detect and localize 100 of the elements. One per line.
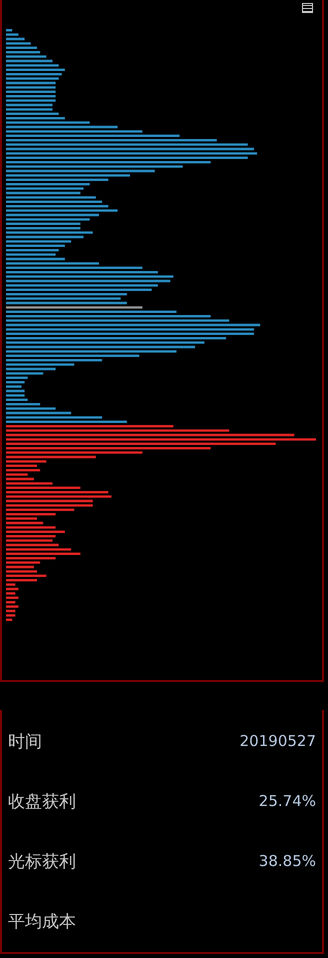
bar [6, 486, 80, 490]
bar [6, 420, 127, 424]
bar [6, 222, 80, 226]
bar [6, 490, 108, 494]
bar [6, 310, 176, 314]
bar [6, 64, 59, 67]
bar [6, 592, 16, 595]
bar [6, 200, 102, 204]
bar [6, 614, 16, 617]
bar [6, 152, 258, 155]
bar [6, 416, 102, 419]
bar [6, 112, 59, 116]
bar [6, 72, 62, 76]
bar [6, 253, 56, 256]
bar [6, 512, 56, 516]
bar [6, 618, 12, 622]
bar [6, 182, 90, 186]
bar [6, 385, 22, 388]
bar [6, 354, 140, 358]
bar [6, 68, 65, 72]
bar [6, 28, 12, 32]
bar [6, 380, 25, 384]
bar [6, 297, 121, 300]
bar [6, 574, 46, 578]
bar [6, 262, 99, 265]
bar [6, 156, 248, 160]
bar [6, 94, 56, 98]
bar [6, 266, 142, 270]
bar [6, 248, 59, 252]
bar [6, 336, 226, 340]
bar [6, 99, 56, 102]
bar [6, 424, 174, 428]
bar [6, 508, 74, 512]
bar [6, 292, 127, 296]
bar [6, 121, 90, 124]
bar [6, 226, 80, 230]
bar [6, 231, 93, 234]
bar [6, 174, 130, 177]
bar [6, 372, 44, 375]
bar [6, 495, 112, 498]
bar [6, 143, 248, 146]
bar [6, 178, 108, 182]
bar [6, 407, 56, 410]
bar [6, 504, 93, 507]
bar [6, 209, 118, 212]
bar [6, 187, 84, 190]
bar [6, 398, 28, 402]
bar [6, 473, 28, 476]
bar [6, 160, 211, 164]
bar [6, 270, 158, 274]
bar [6, 376, 28, 380]
bar [6, 548, 72, 551]
bar [6, 328, 254, 331]
bar [6, 534, 56, 538]
bar [6, 332, 254, 336]
bar [6, 306, 142, 309]
bar [6, 90, 56, 94]
bar [6, 468, 40, 472]
bar [6, 42, 31, 45]
bar [6, 108, 52, 111]
bar [6, 33, 18, 36]
bar [6, 138, 217, 142]
bar [6, 517, 37, 520]
bar [6, 583, 16, 586]
bar [6, 442, 276, 446]
bar [6, 402, 40, 406]
bar [6, 116, 65, 120]
bar [6, 46, 37, 50]
bar [6, 288, 152, 292]
text: 25.74% [258, 792, 316, 810]
bar [6, 451, 142, 454]
bar [6, 358, 102, 362]
text: 时间 [8, 730, 42, 752]
text: 38.85% [258, 852, 316, 870]
bar [6, 275, 174, 278]
bar [6, 429, 230, 432]
bar [6, 77, 59, 80]
bar [6, 130, 142, 133]
bar [6, 196, 96, 199]
bar [6, 218, 90, 221]
bar [6, 530, 65, 534]
bar [6, 341, 204, 344]
bar [6, 86, 56, 89]
bar [6, 460, 46, 463]
bar [6, 464, 37, 468]
bar [6, 578, 37, 582]
bar [6, 319, 230, 322]
bar [6, 134, 180, 138]
bar [6, 596, 18, 600]
bar [6, 605, 18, 608]
bar [6, 539, 52, 542]
text: 平均成本 [8, 910, 76, 932]
bar [6, 600, 16, 604]
bar [6, 526, 56, 529]
bar [6, 556, 56, 560]
bar [6, 204, 108, 208]
bar [6, 482, 52, 485]
bar [6, 363, 74, 366]
bar [6, 552, 80, 556]
bar [6, 570, 37, 573]
